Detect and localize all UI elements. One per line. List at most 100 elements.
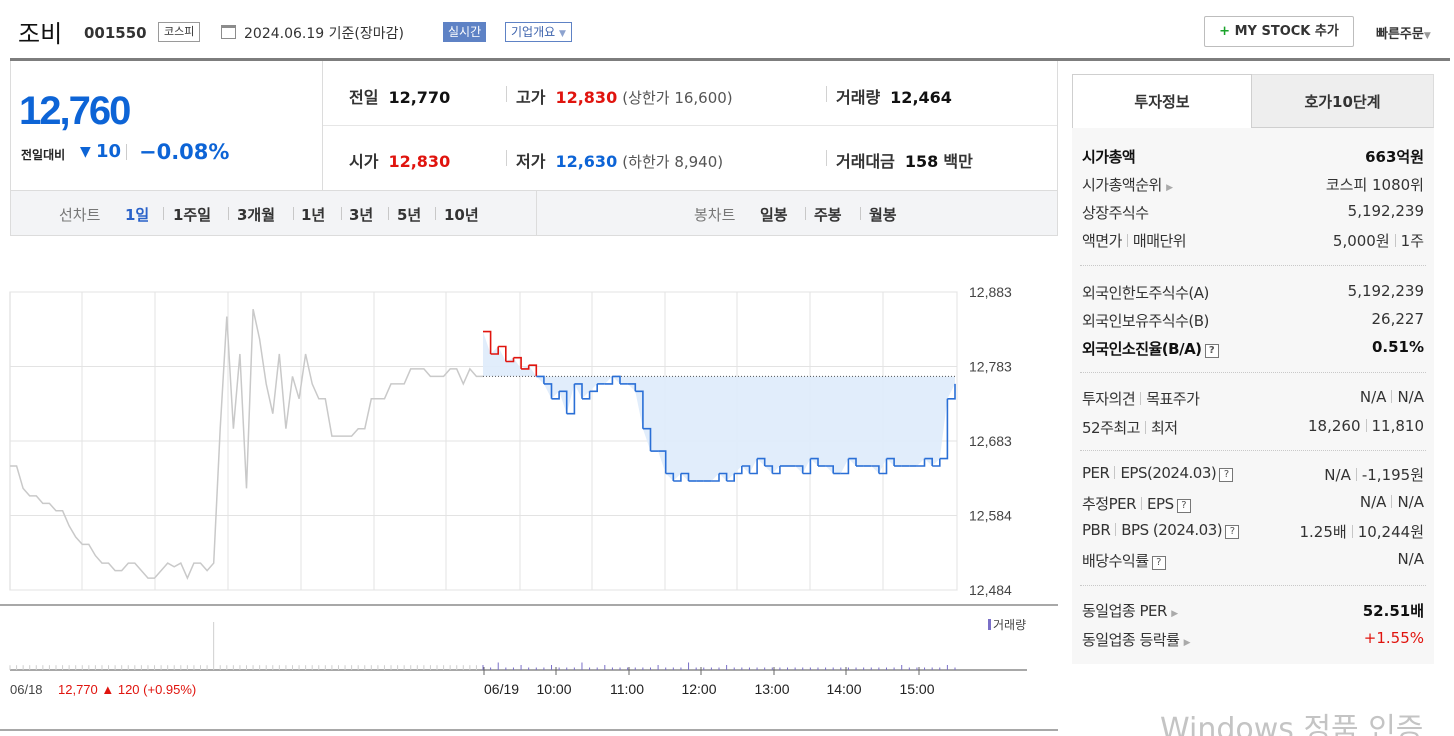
- high-value: 12,830: [555, 88, 618, 107]
- price-line-down: [795, 465, 804, 474]
- divider: [1145, 421, 1146, 434]
- company-overview-dropdown[interactable]: 기업개요 ▼: [505, 22, 572, 42]
- price-line-up: [528, 364, 538, 377]
- period-1y[interactable]: 1년: [301, 206, 326, 224]
- est-eps-label: EPS: [1147, 495, 1174, 513]
- industry-per[interactable]: 동일업종 PER ▶ 52.51배: [1082, 600, 1424, 626]
- pbr-value: 1.25배: [1299, 523, 1347, 541]
- current-price: 12,760: [19, 89, 131, 133]
- divider: [1351, 525, 1353, 538]
- price-line-up: [483, 330, 492, 354]
- candle-daily[interactable]: 일봉: [760, 206, 788, 224]
- pbr-label: PBR: [1082, 521, 1111, 539]
- help-icon[interactable]: ?: [1151, 556, 1166, 570]
- market-cap-rank[interactable]: 시가총액순위 ▶ 코스피 1080위: [1082, 174, 1424, 200]
- time-label: 11:00: [610, 681, 644, 697]
- price-line-down: [680, 472, 690, 481]
- divider: [1115, 523, 1117, 536]
- volume-value: 12,464: [890, 88, 952, 107]
- price-line-down: [802, 458, 812, 475]
- est-per-eps: 추정PER EPS? N/A N/A: [1082, 493, 1424, 519]
- header-divider: [10, 58, 1450, 61]
- divider: [126, 144, 127, 160]
- price-line-up: [505, 357, 515, 363]
- industry-change[interactable]: 동일업종 등락률 ▶ +1.55%: [1082, 629, 1424, 655]
- dividend-label-wrap: 배당수익률?: [1082, 550, 1166, 571]
- down-arrow-icon: ▼: [80, 144, 91, 160]
- quick-order-dropdown[interactable]: 빠른주문▼: [1376, 23, 1431, 42]
- price-line-down: [627, 383, 637, 392]
- realtime-button[interactable]: 실시간: [443, 22, 487, 42]
- est-per-label: 추정PER: [1082, 495, 1137, 513]
- price-line-down: [711, 473, 720, 482]
- par-value-label: 액면가: [1082, 232, 1122, 250]
- price-line-down: [932, 458, 941, 467]
- foreign-ratio-label-wrap: 외국인소진율(B/A)?: [1082, 338, 1219, 359]
- price-line-down: [582, 391, 591, 400]
- tab-orderbook-10[interactable]: 호가10단계: [1252, 74, 1434, 128]
- price-line-down: [726, 473, 735, 482]
- help-icon[interactable]: ?: [1204, 344, 1219, 358]
- below-prev-close-fill: [483, 331, 955, 481]
- period-10y[interactable]: 10년: [444, 206, 479, 224]
- price-chart[interactable]: 12,883 12,783 12,683 12,584 12,484 거래량 06/19 10…: [0, 236, 1058, 736]
- 52week-high-label: 52주최고: [1082, 419, 1141, 437]
- high-label: 고가: [516, 88, 546, 107]
- market-cap-rank-value: 코스피 1080위: [1325, 176, 1424, 194]
- change-label: 전일대비: [21, 148, 66, 162]
- section-divider: [1080, 585, 1426, 586]
- price-line-down: [574, 383, 583, 399]
- opinion-label-wrap: 투자의견 목표주가: [1082, 388, 1200, 409]
- help-icon[interactable]: ?: [1176, 499, 1191, 513]
- price-line-up: [498, 345, 507, 362]
- time-label: 15:00: [899, 681, 934, 697]
- market-cap: 시가총액 663억원: [1082, 146, 1424, 172]
- volume-label: 거래량: [836, 88, 881, 107]
- divider: [1365, 419, 1367, 432]
- period-3m[interactable]: 3개월: [237, 206, 276, 224]
- calendar-icon: [221, 25, 236, 39]
- candle-monthly[interactable]: 월봉: [869, 206, 897, 224]
- period-1w[interactable]: 1주일: [173, 206, 212, 224]
- help-icon[interactable]: ?: [1219, 468, 1234, 482]
- price-chart-svg: 12,883 12,783 12,683 12,584 12,484 거래량 06/19 10…: [0, 284, 1058, 731]
- divider: [293, 207, 294, 220]
- company-overview-label: 기업개요: [511, 25, 556, 39]
- amount-label: 거래대금: [836, 152, 895, 171]
- target-price-value: N/A: [1397, 388, 1424, 406]
- candle-weekly[interactable]: 주봉: [814, 206, 842, 224]
- volume-legend-swatch: [988, 619, 991, 630]
- price-line-down: [772, 466, 781, 475]
- help-icon[interactable]: ?: [1225, 525, 1240, 539]
- time-label: 14:00: [826, 681, 861, 697]
- price-line-down: [566, 383, 576, 415]
- listed-shares: 상장주식수 5,192,239: [1082, 202, 1424, 228]
- period-5y[interactable]: 5년: [397, 206, 422, 224]
- trade-amount: 거래대금 158 백만: [836, 148, 973, 172]
- price-line-down: [825, 465, 834, 474]
- price-line-down: [810, 457, 819, 466]
- divider: [163, 207, 164, 220]
- industry-per-label-wrap: 동일업종 PER ▶: [1082, 600, 1178, 621]
- line-chart-periods: 선차트 1일 1주일 3개월 1년 3년 5년 10년: [11, 191, 537, 235]
- amount-unit: 백만: [943, 152, 973, 171]
- per-label-wrap: PER EPS(2024.03)?: [1082, 464, 1234, 482]
- 52week-range: 52주최고 최저 18,260 11,810: [1082, 417, 1424, 443]
- price-line-up: [490, 346, 499, 355]
- time-label: 12:00: [681, 681, 716, 697]
- add-my-stock-button[interactable]: + MY STOCK 추가: [1204, 16, 1354, 47]
- pbr-label-wrap: PBR BPS (2024.03)?: [1082, 521, 1240, 539]
- current-price-box: 12,760 전일대비 ▼ 10 −0.08%: [11, 61, 323, 190]
- divider: [506, 150, 507, 166]
- high-price: 고가 12,830 (상한가 16,600): [516, 84, 733, 108]
- volume-legend: 거래량: [993, 618, 1026, 632]
- period-3y[interactable]: 3년: [349, 206, 374, 224]
- price-line-down: [757, 457, 766, 466]
- tab-invest-info[interactable]: 투자정보: [1072, 74, 1252, 128]
- 52week-label-wrap: 52주최고 최저: [1082, 417, 1178, 438]
- stock-name: 조비: [18, 20, 63, 48]
- 52week-low-label: 최저: [1151, 419, 1178, 437]
- add-my-stock-label: MY STOCK 추가: [1234, 24, 1339, 39]
- open-price: 시가 12,830: [349, 148, 450, 172]
- period-1d[interactable]: 1일: [125, 206, 150, 224]
